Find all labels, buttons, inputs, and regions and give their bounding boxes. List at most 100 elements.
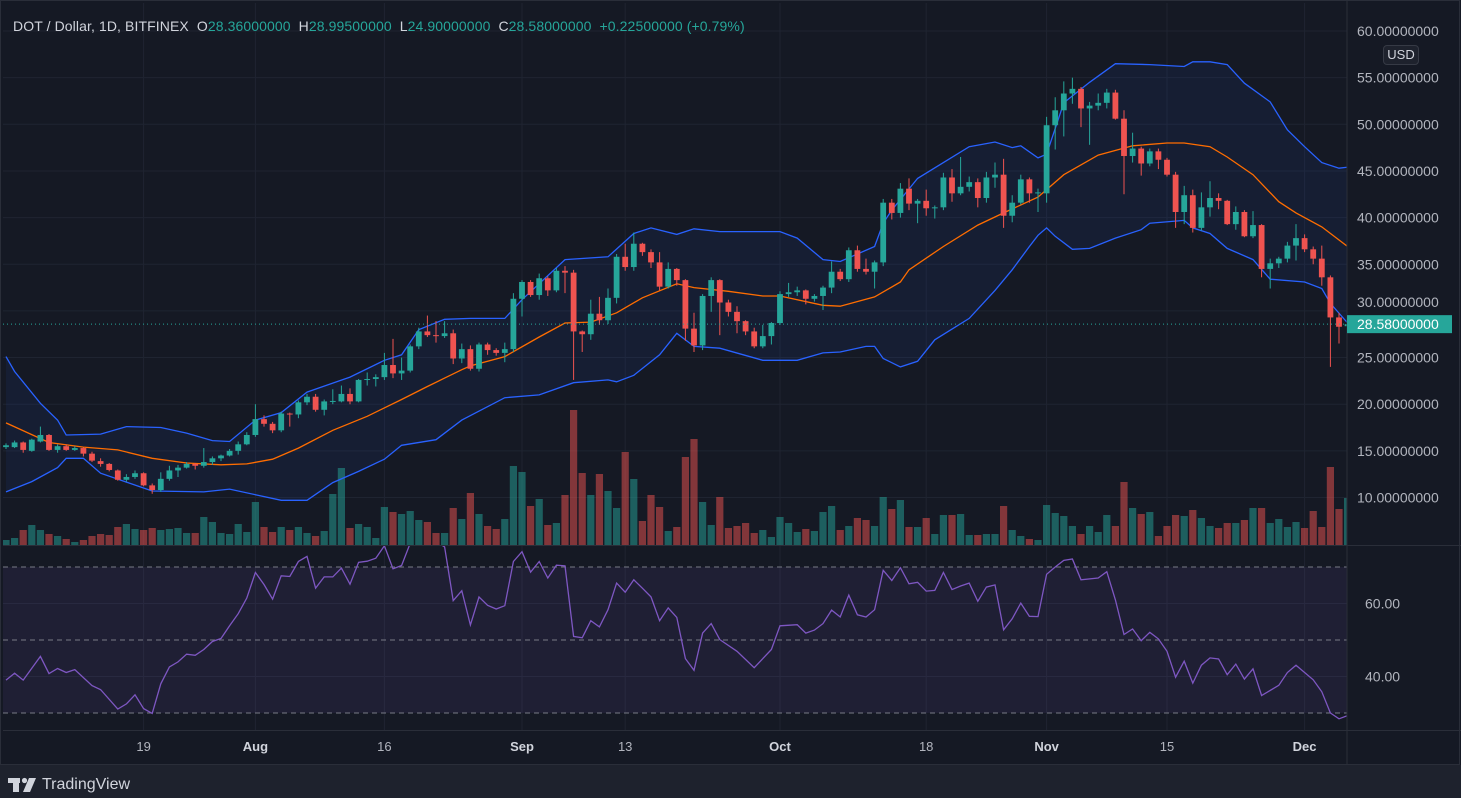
volume-bar: [200, 517, 208, 545]
price-axis-label: 25.00000000: [1357, 350, 1439, 366]
volume-bar: [226, 534, 234, 545]
volume-bar: [329, 494, 337, 545]
candle-up: [519, 280, 525, 317]
volume-bar: [1197, 518, 1205, 545]
candle-body: [837, 271, 844, 280]
volume-bar: [810, 531, 818, 545]
candle-up: [407, 344, 414, 373]
candle-down: [149, 483, 156, 494]
candle-up: [1103, 88, 1110, 109]
candle-down: [20, 441, 27, 453]
volume-bar: [1060, 516, 1068, 545]
candle-body: [622, 256, 629, 268]
volume-bar: [862, 520, 870, 545]
price-chart[interactable]: 60.00000000 55.00000000 50.00000000 45.0000…: [0, 0, 1461, 765]
candle-down: [1078, 86, 1084, 128]
volume-bar: [922, 518, 930, 545]
time-axis-label: Aug: [243, 739, 268, 754]
candle-up: [1232, 206, 1239, 230]
candle-down: [1164, 157, 1170, 177]
candle-up: [364, 372, 371, 386]
candle-body: [828, 271, 835, 288]
candle-body: [785, 292, 792, 295]
candle-down: [390, 338, 396, 379]
candle-body: [192, 463, 199, 466]
candle-down: [1026, 177, 1033, 203]
candle-down: [1172, 171, 1179, 228]
candle-up: [1250, 211, 1256, 239]
volume-bar: [957, 514, 965, 545]
candle-body: [613, 256, 620, 298]
candle-body: [1069, 88, 1076, 94]
candle-body: [226, 450, 233, 456]
candle-down: [673, 267, 680, 286]
candle-body: [114, 470, 121, 480]
chart-container[interactable]: 60.00000000 55.00000000 50.00000000 45.0000…: [0, 0, 1461, 765]
candle-body: [544, 278, 551, 291]
candle-up: [329, 389, 336, 405]
candle-body: [286, 413, 293, 415]
candle-down: [579, 330, 586, 352]
candle-body: [278, 413, 285, 431]
tradingview-logo[interactable]: TradingView: [8, 776, 130, 794]
volume-bar: [415, 520, 423, 545]
candle-body: [1052, 110, 1059, 126]
candle-body: [37, 434, 44, 442]
candle-body: [1250, 225, 1256, 237]
volume-bar: [1000, 506, 1008, 545]
volume-bar: [277, 527, 285, 545]
candle-body: [519, 281, 525, 299]
volume-bar: [148, 528, 156, 545]
candle-body: [716, 280, 723, 303]
candle-body: [1318, 258, 1325, 278]
candle-up: [785, 282, 792, 297]
candle-up: [338, 385, 345, 403]
candle-body: [476, 344, 482, 369]
candle-body: [949, 177, 955, 194]
candle-up: [1086, 101, 1093, 145]
candle-body: [579, 331, 586, 335]
volume-bar: [604, 491, 612, 545]
candle-body: [295, 402, 302, 415]
candle-body: [888, 202, 895, 213]
candle-up: [897, 183, 904, 218]
candle-body: [235, 444, 242, 451]
volume-bar: [71, 542, 79, 545]
candle-up: [708, 277, 715, 312]
candles: [3, 77, 1347, 494]
candle-up: [175, 464, 181, 477]
candle-body: [1241, 212, 1248, 237]
candle-down: [1336, 312, 1342, 344]
candle-body: [802, 290, 809, 299]
candle-body: [269, 423, 276, 431]
volume-bar: [1163, 526, 1171, 545]
candle-up: [372, 374, 379, 387]
candle-body: [106, 463, 113, 470]
candle-body: [673, 268, 680, 281]
volume-bar: [724, 528, 732, 545]
candle-up: [54, 444, 61, 453]
candle-up: [295, 400, 302, 419]
volume-bar: [544, 525, 552, 545]
open-value: 28.36000000: [207, 18, 291, 34]
candle-body: [1121, 118, 1127, 157]
candle-body: [1336, 317, 1342, 327]
volume-bar: [853, 518, 861, 545]
candle-down: [648, 249, 654, 268]
tradingview-logo-icon: [8, 777, 36, 792]
last-price-label: 28.58000000: [1357, 316, 1439, 332]
candle-down: [450, 329, 457, 365]
candle-up: [166, 465, 173, 481]
volume-bar: [1077, 534, 1085, 545]
volume-bar: [1266, 523, 1274, 545]
symbol-title[interactable]: DOT / Dollar, 1D, BITFINEX: [13, 18, 189, 34]
candle-body: [940, 177, 947, 208]
candle-down: [63, 444, 70, 451]
low-label: L: [399, 18, 408, 34]
volume-bar: [776, 517, 784, 545]
currency-badge[interactable]: USD: [1383, 45, 1419, 65]
candle-body: [682, 280, 689, 329]
candle-up: [252, 404, 259, 437]
candle-body: [1164, 159, 1170, 175]
candle-body: [854, 250, 861, 269]
